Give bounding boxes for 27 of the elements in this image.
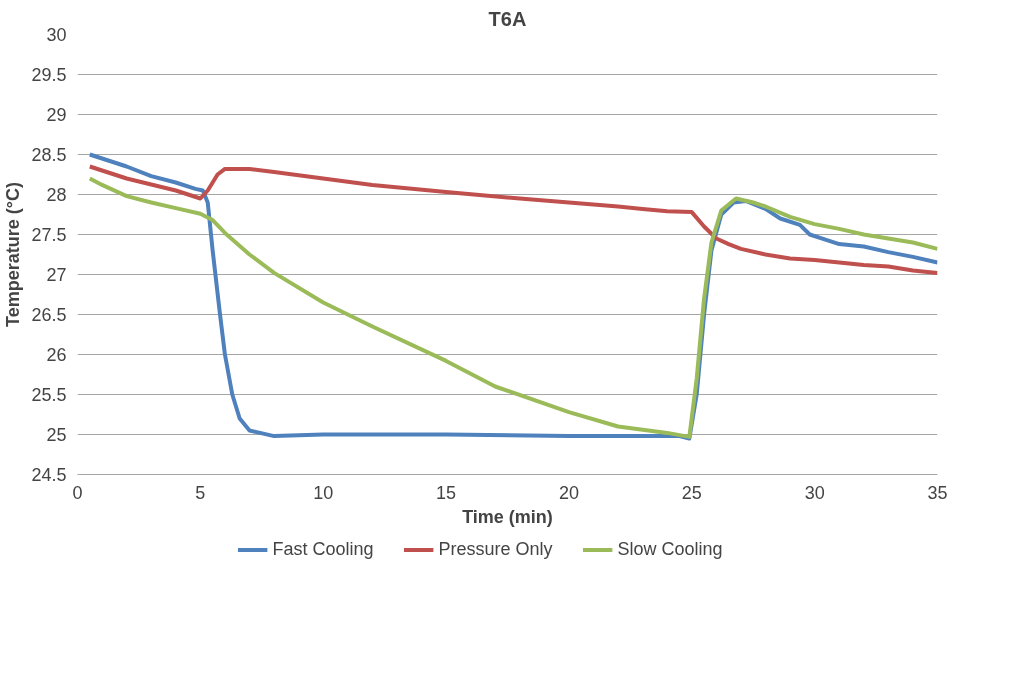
y-axis-title: Temperature (°C) [3, 182, 24, 327]
x-tick-label: 10 [313, 482, 334, 503]
y-tick-label: 25.5 [31, 385, 67, 405]
y-tick-label: 26 [46, 345, 67, 365]
y-tick-label: 27 [46, 265, 67, 285]
x-axis-title: Time (min) [462, 506, 553, 527]
x-tick-label: 5 [195, 482, 206, 503]
y-tick-label: 28.5 [31, 145, 67, 165]
x-tick-label: 25 [681, 482, 702, 503]
x-tick-label: 30 [804, 482, 825, 503]
y-tick-label: 30 [46, 25, 67, 45]
x-tick-label: 15 [436, 482, 457, 503]
legend-label: Pressure Only [438, 538, 553, 560]
y-tick-label: 25 [46, 425, 67, 445]
line-series [87, 164, 938, 275]
y-tick-label: 29.5 [31, 65, 67, 85]
legend-label: Slow Cooling [617, 538, 723, 560]
y-tick-label: 28 [46, 185, 67, 205]
x-tick-label: 35 [927, 482, 948, 503]
x-tick-label: 20 [558, 482, 579, 503]
y-tick-label: 26.5 [31, 305, 67, 325]
y-tick-label: 27.5 [31, 225, 67, 245]
legend-label: Fast Cooling [272, 538, 374, 560]
y-tick-label: 24.5 [31, 465, 67, 485]
y-tick-label: 29 [46, 105, 67, 125]
x-tick-label: 0 [72, 482, 83, 503]
chart-title: T6A [488, 7, 527, 30]
